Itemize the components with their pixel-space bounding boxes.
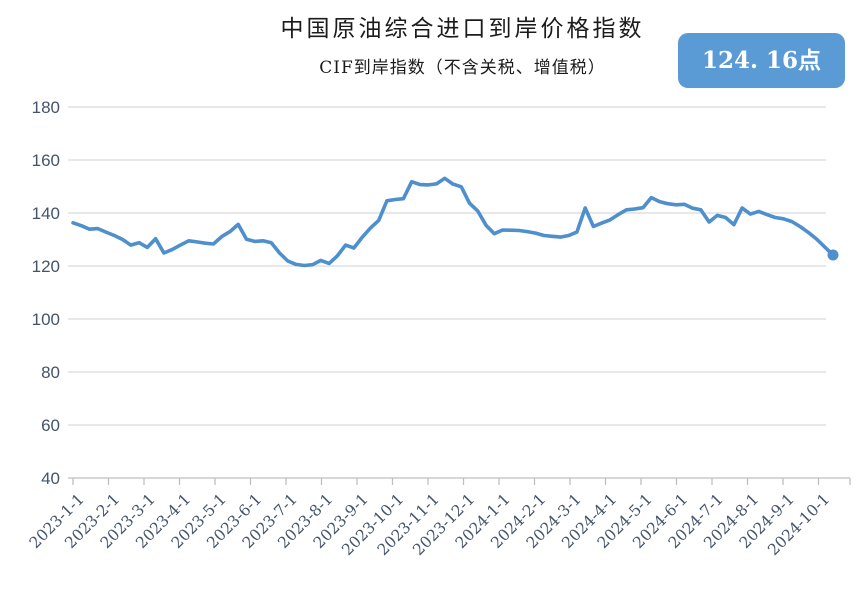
- latest-point-marker: [827, 249, 839, 261]
- y-axis-tick-label: 60: [41, 416, 60, 435]
- latest-value-badge: 124. 16点: [678, 33, 845, 88]
- y-axis-tick-label: 100: [32, 310, 60, 329]
- y-axis-tick-label: 180: [32, 98, 60, 117]
- y-axis-tick-label: 120: [32, 257, 60, 276]
- y-axis-tick-label: 140: [32, 204, 60, 223]
- y-axis-tick-label: 80: [41, 363, 60, 382]
- y-axis-tick-label: 160: [32, 151, 60, 170]
- price-line: [71, 176, 835, 268]
- y-axis-tick-label: 40: [41, 469, 60, 488]
